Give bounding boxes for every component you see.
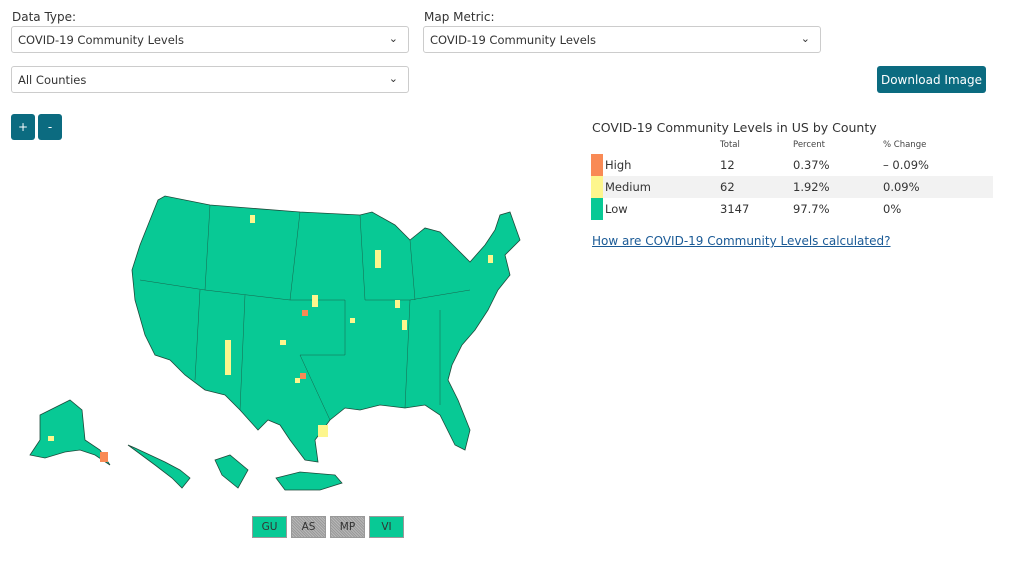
- change: – 0.09%: [883, 158, 929, 172]
- total: 62: [720, 176, 793, 198]
- medium-swatch: [591, 176, 603, 198]
- legend-title: COVID-19 Community Levels in US by Count…: [592, 120, 877, 135]
- map-metric-select[interactable]: COVID-19 Community Levels ⌄: [423, 26, 821, 53]
- high-counties: [100, 310, 308, 462]
- region-select[interactable]: All Counties ⌄: [11, 66, 409, 93]
- territory-gu[interactable]: GU: [252, 516, 287, 538]
- data-type-select[interactable]: COVID-19 Community Levels ⌄: [11, 26, 409, 53]
- calculation-info-link[interactable]: How are COVID-19 Community Levels calcul…: [592, 234, 891, 248]
- chevron-down-icon: ⌄: [800, 32, 810, 45]
- download-image-button[interactable]: Download Image: [877, 66, 986, 93]
- percent: 97.7%: [793, 202, 830, 216]
- zoom-in-button[interactable]: +: [11, 114, 35, 140]
- legend-table: Total Percent% Change High 12 0.37% – 0.09% …: [591, 138, 993, 220]
- legend-row-low: Low 3147 97.7% 0%: [591, 198, 993, 220]
- high-swatch: [591, 154, 603, 176]
- legend-row-medium: Medium 62 1.92% 0.09%: [591, 176, 993, 198]
- low-swatch: [591, 198, 603, 220]
- chevron-down-icon: ⌄: [388, 32, 398, 45]
- data-type-label: Data Type:: [12, 10, 77, 24]
- level-label: Low: [605, 202, 628, 216]
- alaska: [29, 399, 111, 466]
- medium-counties: [48, 215, 493, 441]
- percent: 1.92%: [793, 176, 883, 198]
- percent: 0.37%: [793, 158, 830, 172]
- territory-as[interactable]: AS: [291, 516, 326, 538]
- territory-mp[interactable]: MP: [330, 516, 365, 538]
- us-county-map[interactable]: [0, 0, 590, 510]
- contiguous-us: [131, 195, 521, 463]
- data-type-value: COVID-19 Community Levels: [18, 33, 184, 47]
- puerto-rico: [275, 471, 343, 491]
- level-label: Medium: [605, 176, 720, 198]
- guam-region: [214, 454, 249, 489]
- state-borders: [139, 204, 471, 421]
- hawaii: [127, 444, 191, 489]
- map-metric-value: COVID-19 Community Levels: [430, 33, 596, 47]
- header-change: % Change: [883, 140, 927, 150]
- level-label: High: [605, 158, 632, 172]
- header-percent: Percent: [793, 140, 825, 150]
- territory-vi[interactable]: VI: [369, 516, 404, 538]
- region-value: All Counties: [18, 73, 87, 87]
- header-total: Total: [720, 140, 740, 150]
- total: 3147: [720, 202, 750, 216]
- legend-row-high: High 12 0.37% – 0.09%: [591, 154, 993, 176]
- change: 0%: [883, 202, 902, 216]
- total: 12: [720, 158, 735, 172]
- change: 0.09%: [883, 176, 993, 198]
- chevron-down-icon: ⌄: [388, 72, 398, 85]
- zoom-out-button[interactable]: -: [38, 114, 62, 140]
- map-metric-label: Map Metric:: [424, 10, 495, 24]
